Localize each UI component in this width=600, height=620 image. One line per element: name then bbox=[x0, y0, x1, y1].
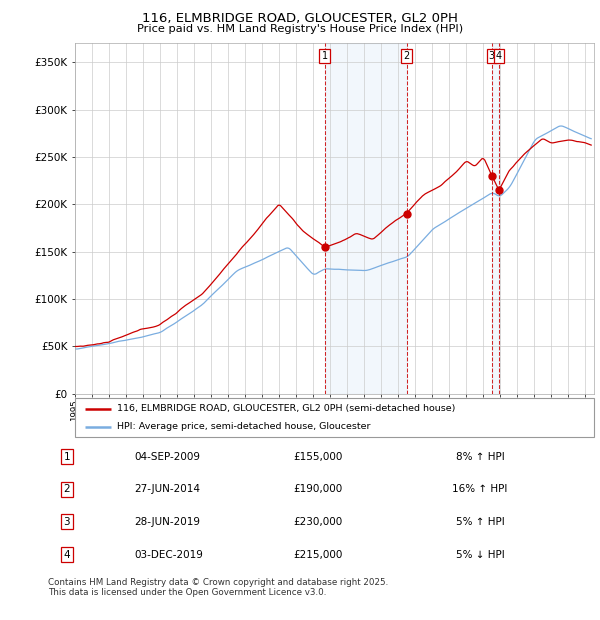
Text: 8% ↑ HPI: 8% ↑ HPI bbox=[455, 451, 505, 461]
Text: 4: 4 bbox=[496, 51, 502, 61]
Text: 16% ↑ HPI: 16% ↑ HPI bbox=[452, 484, 508, 494]
Text: 3: 3 bbox=[64, 517, 70, 527]
Text: 4: 4 bbox=[64, 549, 70, 559]
Text: £230,000: £230,000 bbox=[293, 517, 343, 527]
FancyBboxPatch shape bbox=[75, 398, 594, 437]
Text: 3: 3 bbox=[488, 51, 495, 61]
Text: 2: 2 bbox=[64, 484, 70, 494]
Text: 116, ELMBRIDGE ROAD, GLOUCESTER, GL2 0PH: 116, ELMBRIDGE ROAD, GLOUCESTER, GL2 0PH bbox=[142, 12, 458, 25]
Text: 5% ↓ HPI: 5% ↓ HPI bbox=[455, 549, 505, 559]
Text: 5% ↑ HPI: 5% ↑ HPI bbox=[455, 517, 505, 527]
Bar bbox=[492, 43, 499, 394]
Text: 116, ELMBRIDGE ROAD, GLOUCESTER, GL2 0PH (semi-detached house): 116, ELMBRIDGE ROAD, GLOUCESTER, GL2 0PH… bbox=[116, 404, 455, 413]
Text: 04-SEP-2009: 04-SEP-2009 bbox=[134, 451, 200, 461]
Text: Contains HM Land Registry data © Crown copyright and database right 2025.
This d: Contains HM Land Registry data © Crown c… bbox=[48, 578, 388, 597]
Text: 1: 1 bbox=[322, 51, 328, 61]
Text: £190,000: £190,000 bbox=[293, 484, 343, 494]
Text: 03-DEC-2019: 03-DEC-2019 bbox=[134, 549, 203, 559]
Text: Price paid vs. HM Land Registry's House Price Index (HPI): Price paid vs. HM Land Registry's House … bbox=[137, 24, 463, 33]
Bar bbox=[325, 43, 407, 394]
Text: HPI: Average price, semi-detached house, Gloucester: HPI: Average price, semi-detached house,… bbox=[116, 422, 370, 431]
Text: 27-JUN-2014: 27-JUN-2014 bbox=[134, 484, 200, 494]
Text: £155,000: £155,000 bbox=[293, 451, 343, 461]
Text: 1: 1 bbox=[64, 451, 70, 461]
Text: 2: 2 bbox=[404, 51, 410, 61]
Text: 28-JUN-2019: 28-JUN-2019 bbox=[134, 517, 200, 527]
Text: £215,000: £215,000 bbox=[293, 549, 343, 559]
